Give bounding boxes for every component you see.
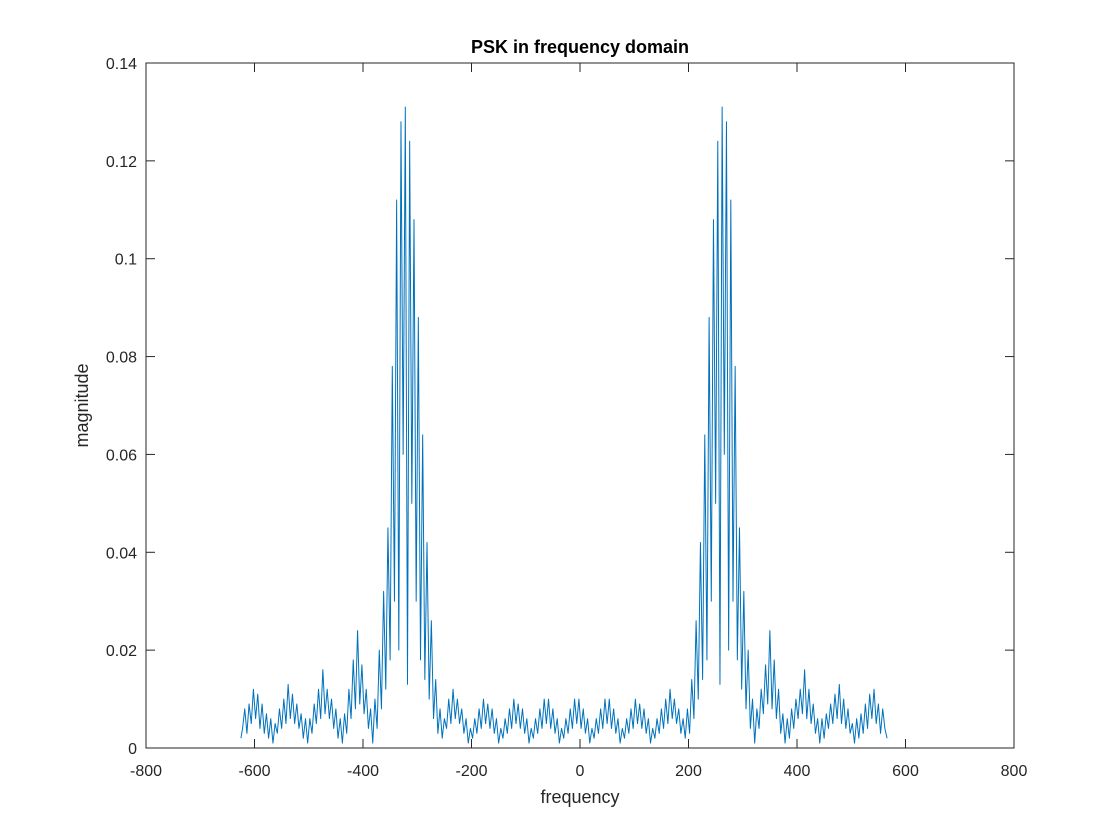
x-tick-label: 200 [675,763,702,780]
y-axis-ticks: 0 0.02 0.04 0.06 0.08 0.1 0.12 0.14 [106,56,1014,758]
y-tick-label: 0 [128,741,137,758]
y-tick-label: 0.04 [106,545,137,562]
x-tick-label: -800 [130,763,162,780]
y-tick-label: 0.14 [106,56,137,73]
x-axis-ticks: -800 -600 -400 -200 0 200 400 600 800 [130,63,1027,780]
y-tick-label: 0.02 [106,643,137,660]
x-tick-label: -200 [455,763,487,780]
x-tick-label: 400 [784,763,811,780]
x-tick-label: 600 [892,763,919,780]
x-tick-label: -400 [347,763,379,780]
y-tick-label: 0.12 [106,154,137,171]
x-axis-label: frequency [540,787,619,807]
chart-title: PSK in frequency domain [471,37,689,57]
x-tick-label: -600 [238,763,270,780]
x-tick-label: 800 [1001,763,1028,780]
y-axis-label: magnitude [72,363,92,447]
y-tick-label: 0.1 [115,252,137,269]
plot-area [240,106,888,744]
y-tick-label: 0.08 [106,350,137,367]
axes-box [145,62,1015,749]
x-tick-label: 0 [576,763,585,780]
y-tick-label: 0.06 [106,447,137,464]
series-line-spectrum [240,106,888,744]
